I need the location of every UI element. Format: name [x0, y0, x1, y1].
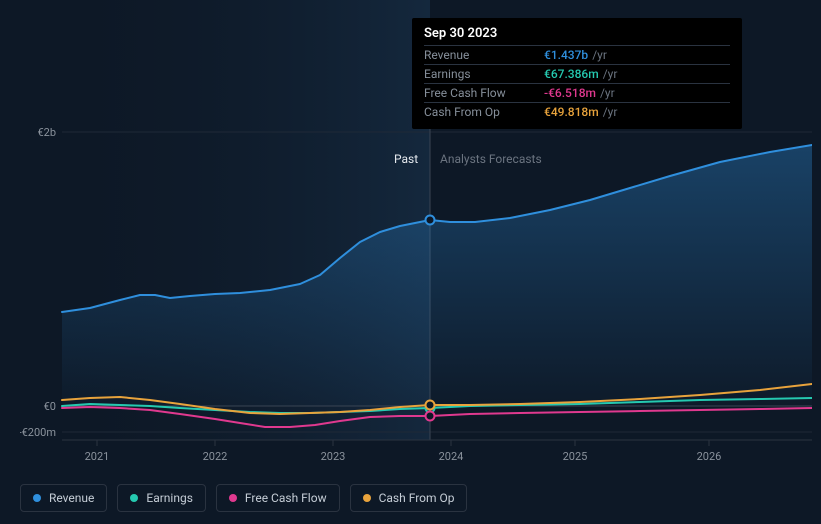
- tooltip-row-label: Free Cash Flow: [424, 86, 544, 100]
- past-section-label: Past: [394, 152, 418, 166]
- legend-label: Free Cash Flow: [245, 491, 327, 505]
- legend-item-cash-from-op[interactable]: Cash From Op: [350, 484, 468, 512]
- tooltip-row-label: Earnings: [424, 67, 544, 81]
- svg-text:2024: 2024: [439, 450, 464, 463]
- tooltip-row-value: €1.437b: [544, 48, 588, 62]
- legend-item-free-cash-flow[interactable]: Free Cash Flow: [216, 484, 340, 512]
- svg-text:2021: 2021: [85, 450, 110, 463]
- svg-text:2025: 2025: [563, 450, 588, 463]
- tooltip-row: Free Cash Flow-€6.518m/yr: [424, 83, 730, 102]
- tooltip-row-unit: /yr: [603, 67, 618, 81]
- tooltip-row-unit: /yr: [600, 86, 615, 100]
- svg-text:2023: 2023: [321, 450, 346, 463]
- chart-tooltip: Sep 30 2023 Revenue€1.437b/yrEarnings€67…: [412, 18, 742, 129]
- tooltip-row: Earnings€67.386m/yr: [424, 64, 730, 83]
- tooltip-row-unit: /yr: [603, 105, 618, 119]
- legend-dot-icon: [130, 494, 138, 502]
- legend-item-earnings[interactable]: Earnings: [117, 484, 206, 512]
- tooltip-row-label: Cash From Op: [424, 105, 544, 119]
- legend-label: Cash From Op: [379, 491, 455, 505]
- legend-dot-icon: [363, 494, 371, 502]
- legend-dot-icon: [229, 494, 237, 502]
- svg-text:2026: 2026: [697, 450, 722, 463]
- tooltip-row: Cash From Op€49.818m/yr: [424, 102, 730, 121]
- legend-label: Revenue: [49, 491, 94, 505]
- legend-dot-icon: [33, 494, 41, 502]
- svg-text:2022: 2022: [203, 450, 228, 463]
- tooltip-row-value: €49.818m: [544, 105, 599, 119]
- tooltip-row-unit: /yr: [592, 48, 607, 62]
- forecast-section-label: Analysts Forecasts: [440, 152, 542, 166]
- chart-legend: Revenue Earnings Free Cash Flow Cash From O…: [20, 484, 467, 512]
- svg-text:€2b: €2b: [37, 126, 56, 139]
- tooltip-row: Revenue€1.437b/yr: [424, 45, 730, 64]
- tooltip-row-label: Revenue: [424, 48, 544, 62]
- tooltip-date: Sep 30 2023: [424, 26, 730, 45]
- legend-item-revenue[interactable]: Revenue: [20, 484, 107, 512]
- svg-text:€0: €0: [44, 400, 56, 413]
- tooltip-row-value: €67.386m: [544, 67, 599, 81]
- svg-text:-€200m: -€200m: [20, 426, 56, 439]
- legend-label: Earnings: [146, 491, 193, 505]
- tooltip-row-value: -€6.518m: [544, 86, 596, 100]
